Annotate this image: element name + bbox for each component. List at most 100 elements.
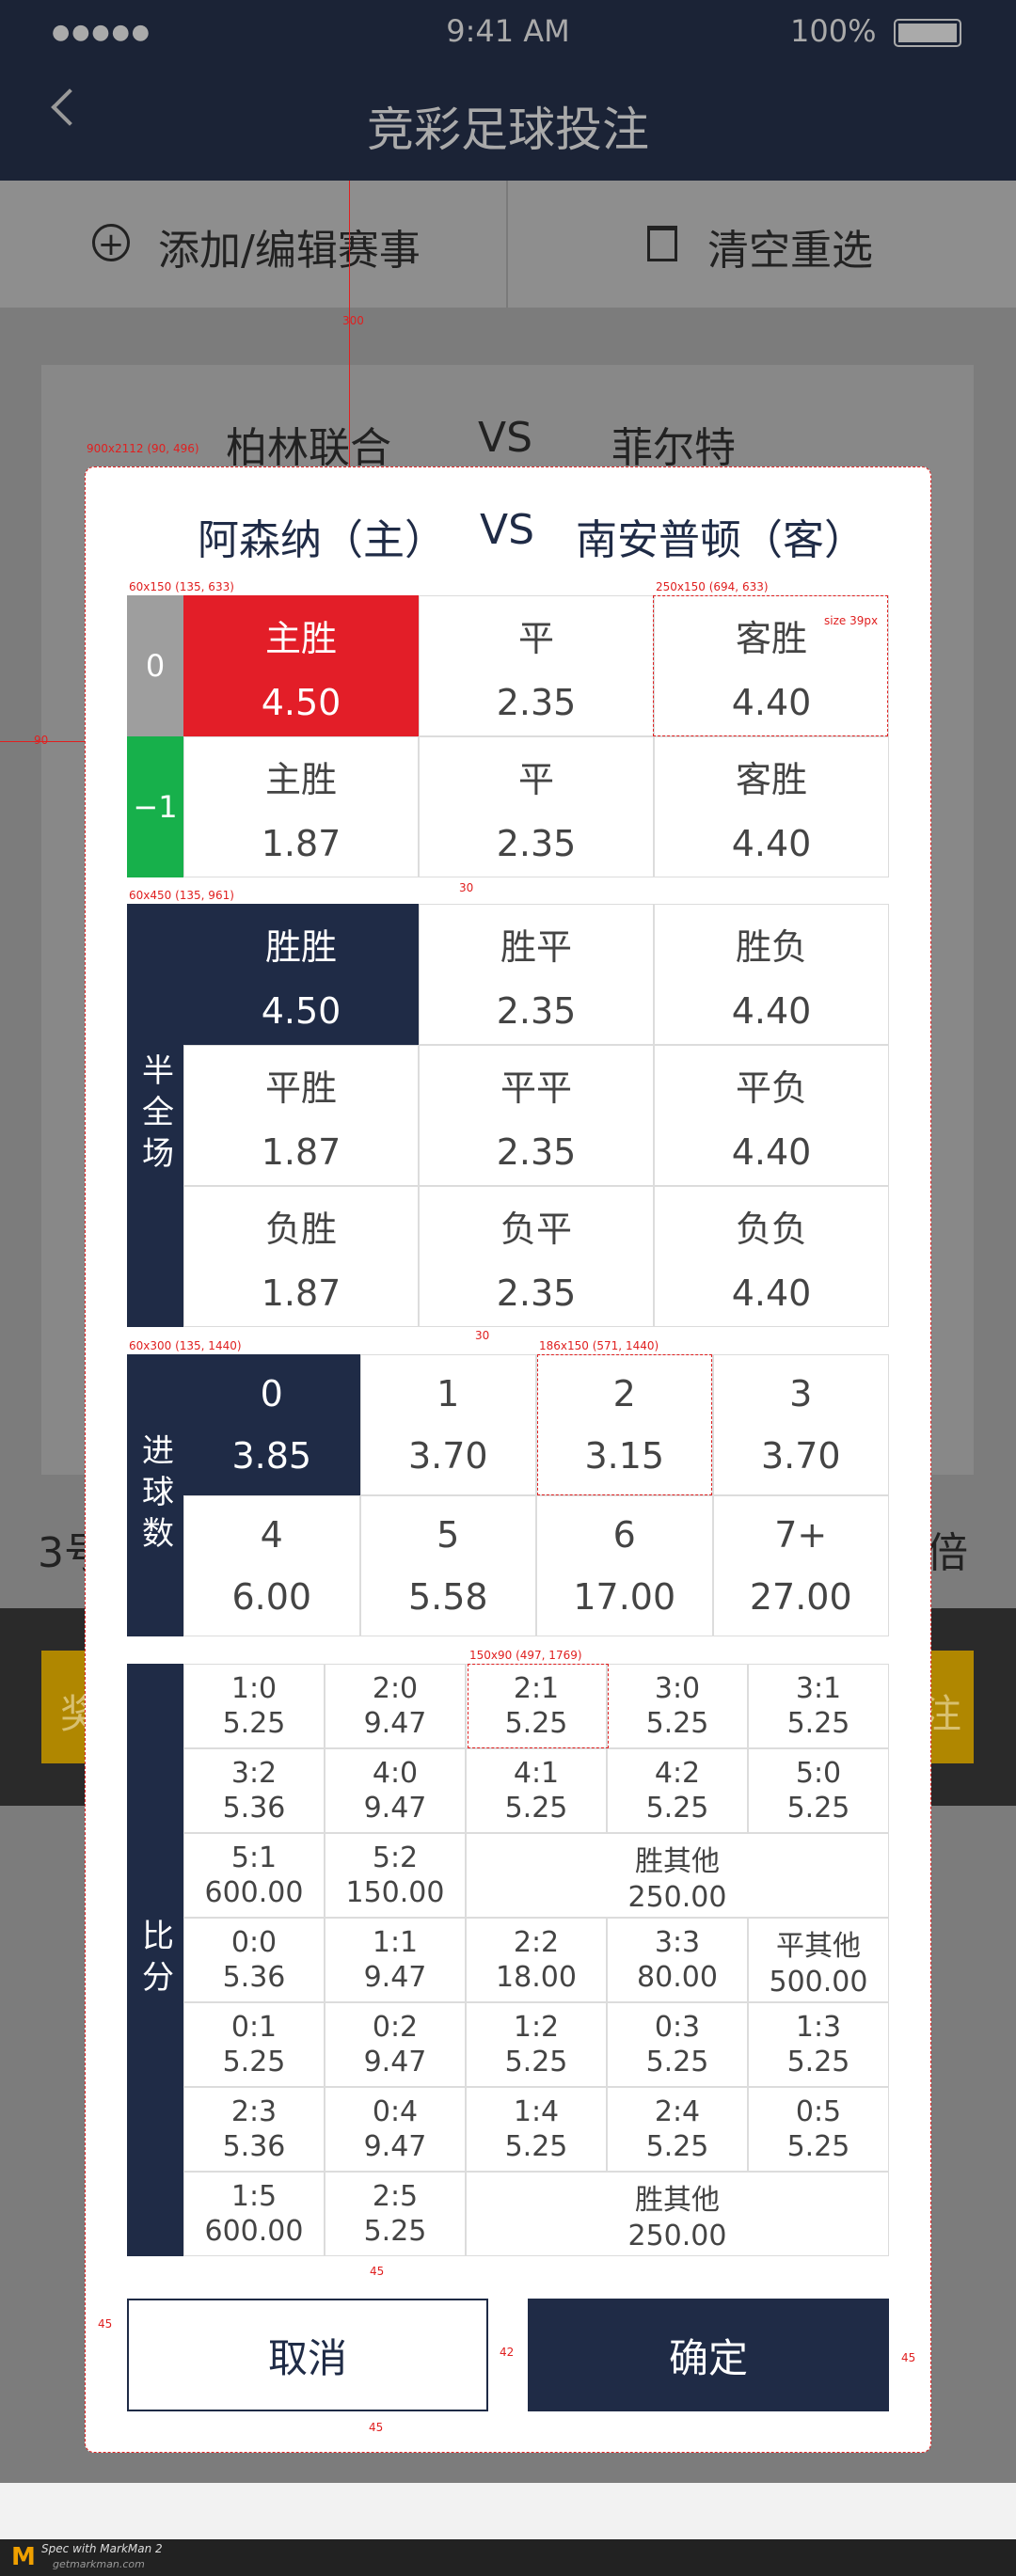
option-odds: 4.40 (731, 822, 812, 864)
annotation: 45 (370, 2265, 385, 2278)
odds-cell[interactable]: 1:0 5.25 (183, 1664, 325, 1748)
option-name: 平 (517, 617, 554, 659)
option-name: 0:0 (230, 1926, 278, 1959)
add-icon[interactable]: + (92, 224, 130, 262)
odds-cell[interactable]: 客胜 4.40 (654, 736, 889, 877)
odds-cell[interactable]: 0 3.85 (183, 1354, 360, 1495)
option-name: 2:5 (372, 2180, 419, 2213)
odds-cell[interactable]: 3 3.70 (712, 1354, 889, 1495)
option-name: 0 (260, 1373, 283, 1414)
option-odds: 250.00 (627, 2219, 727, 2252)
odds-cell[interactable]: 3:1 5.25 (748, 1664, 889, 1748)
odds-cell[interactable]: 平其他 500.00 (748, 1918, 889, 2002)
option-name: 5:2 (372, 1841, 419, 1874)
odds-cell[interactable]: 5:1 600.00 (183, 1833, 325, 1918)
option-name: 4:2 (654, 1757, 701, 1790)
odds-cell[interactable]: 3:2 5.36 (183, 1748, 325, 1833)
odds-cell[interactable]: 客胜 4.40 (654, 595, 889, 736)
score-label: 比分 (127, 1664, 183, 2256)
odds-cell[interactable]: 1:3 5.25 (748, 2002, 889, 2087)
odds-cell[interactable]: 0:1 5.25 (183, 2002, 325, 2087)
markman-brand: Spec with MarkMan 2 (41, 2542, 163, 2555)
odds-cell[interactable]: 3:0 5.25 (607, 1664, 748, 1748)
odds-cell[interactable]: 胜胜 4.50 (183, 904, 419, 1045)
odds-cell[interactable]: 负胜 1.87 (183, 1186, 419, 1327)
odds-cell[interactable]: 主胜 1.87 (183, 736, 419, 877)
odds-cell[interactable]: 1:5 600.00 (183, 2172, 325, 2256)
odds-cell[interactable]: 2:1 5.25 (466, 1664, 607, 1748)
odds-cell[interactable]: 0:0 5.36 (183, 1918, 325, 2002)
odds-cell[interactable]: 3:3 80.00 (607, 1918, 748, 2002)
option-name: 6 (612, 1514, 636, 1556)
odds-cell[interactable]: 0:5 5.25 (748, 2087, 889, 2172)
odds-cell[interactable]: 4 6.00 (183, 1495, 360, 1636)
odds-cell[interactable]: 2:3 5.36 (183, 2087, 325, 2172)
odds-cell[interactable]: 4:0 9.47 (325, 1748, 466, 1833)
odds-cell[interactable]: 2:2 18.00 (466, 1918, 607, 2002)
option-odds: 1.87 (261, 1130, 341, 1173)
option-name: 2:1 (513, 1672, 560, 1705)
odds-cell[interactable]: 2:0 9.47 (325, 1664, 466, 1748)
odds-cell[interactable]: 平负 4.40 (654, 1045, 889, 1186)
option-name: 胜负 (735, 925, 807, 968)
odds-cell[interactable]: 平胜 1.87 (183, 1045, 419, 1186)
option-name: 5 (437, 1514, 460, 1556)
option-name: 2 (612, 1373, 636, 1414)
odds-cell[interactable]: 5:0 5.25 (748, 1748, 889, 1833)
option-odds: 5.25 (786, 1707, 850, 1740)
odds-cell[interactable]: 0:4 9.47 (325, 2087, 466, 2172)
trash-icon[interactable] (647, 226, 677, 261)
odds-cell[interactable]: 7+ 27.00 (712, 1495, 889, 1636)
odds-cell[interactable]: 平平 2.35 (419, 1045, 654, 1186)
odds-cell[interactable]: 2:4 5.25 (607, 2087, 748, 2172)
odds-cell[interactable]: 平 2.35 (419, 595, 654, 736)
option-odds: 5.25 (786, 1792, 850, 1825)
odds-cell[interactable]: 6 17.00 (536, 1495, 713, 1636)
odds-cell[interactable]: 1 3.70 (359, 1354, 536, 1495)
odds-cell[interactable]: 负负 4.40 (654, 1186, 889, 1327)
annotation: 42 (500, 2346, 515, 2359)
option-odds: 5.36 (222, 1961, 286, 1994)
option-odds: 150.00 (345, 1876, 445, 1909)
odds-cell[interactable]: 2 3.15 (536, 1354, 713, 1495)
odds-cell[interactable]: 胜其他 250.00 (466, 1833, 889, 1918)
cancel-button[interactable]: 取消 (127, 2299, 488, 2411)
odds-cell[interactable]: 0:3 5.25 (607, 2002, 748, 2087)
odds-cell[interactable]: 1:2 5.25 (466, 2002, 607, 2087)
odds-cell[interactable]: 0:2 9.47 (325, 2002, 466, 2087)
odds-cell[interactable]: 4:2 5.25 (607, 1748, 748, 1833)
option-name: 客胜 (735, 617, 807, 659)
odds-cell[interactable]: 胜负 4.40 (654, 904, 889, 1045)
option-name: 胜胜 (264, 925, 337, 968)
option-odds: 6.00 (231, 1576, 312, 1618)
annotation: 60x150 (135, 633) (129, 580, 234, 593)
option-odds: 9.47 (363, 1792, 427, 1825)
odds-cell[interactable]: 胜其他 250.00 (466, 2172, 889, 2256)
odds-cell[interactable]: 1:1 9.47 (325, 1918, 466, 2002)
option-odds: 2.35 (496, 1272, 577, 1314)
confirm-button[interactable]: 确定 (528, 2299, 889, 2411)
option-odds: 2.35 (496, 822, 577, 864)
add-button[interactable]: 添加/编辑赛事 (158, 227, 421, 275)
option-odds: 17.00 (573, 1576, 676, 1618)
markman-bar (0, 2539, 1016, 2576)
odds-cell[interactable]: 1:4 5.25 (466, 2087, 607, 2172)
odds-cell[interactable]: 2:5 5.25 (325, 2172, 466, 2256)
option-odds: 5.25 (222, 2046, 286, 2078)
clear-button[interactable]: 清空重选 (707, 227, 873, 275)
odds-cell[interactable]: 4:1 5.25 (466, 1748, 607, 1833)
odds-cell[interactable]: 胜平 2.35 (419, 904, 654, 1045)
odds-cell[interactable]: 5 5.58 (359, 1495, 536, 1636)
markman-logo: M (11, 2543, 36, 2571)
odds-cell[interactable]: 主胜 4.50 (183, 595, 419, 736)
option-odds: 27.00 (749, 1576, 852, 1618)
option-odds: 3.70 (760, 1435, 841, 1477)
option-odds: 3.70 (407, 1435, 488, 1477)
option-odds: 600.00 (204, 1876, 304, 1909)
odds-cell[interactable]: 5:2 150.00 (325, 1833, 466, 1918)
option-name: 主胜 (264, 617, 337, 659)
option-name: 平负 (735, 1067, 807, 1109)
odds-cell[interactable]: 负平 2.35 (419, 1186, 654, 1327)
odds-cell[interactable]: 平 2.35 (419, 736, 654, 877)
option-name: 1:0 (230, 1672, 278, 1705)
